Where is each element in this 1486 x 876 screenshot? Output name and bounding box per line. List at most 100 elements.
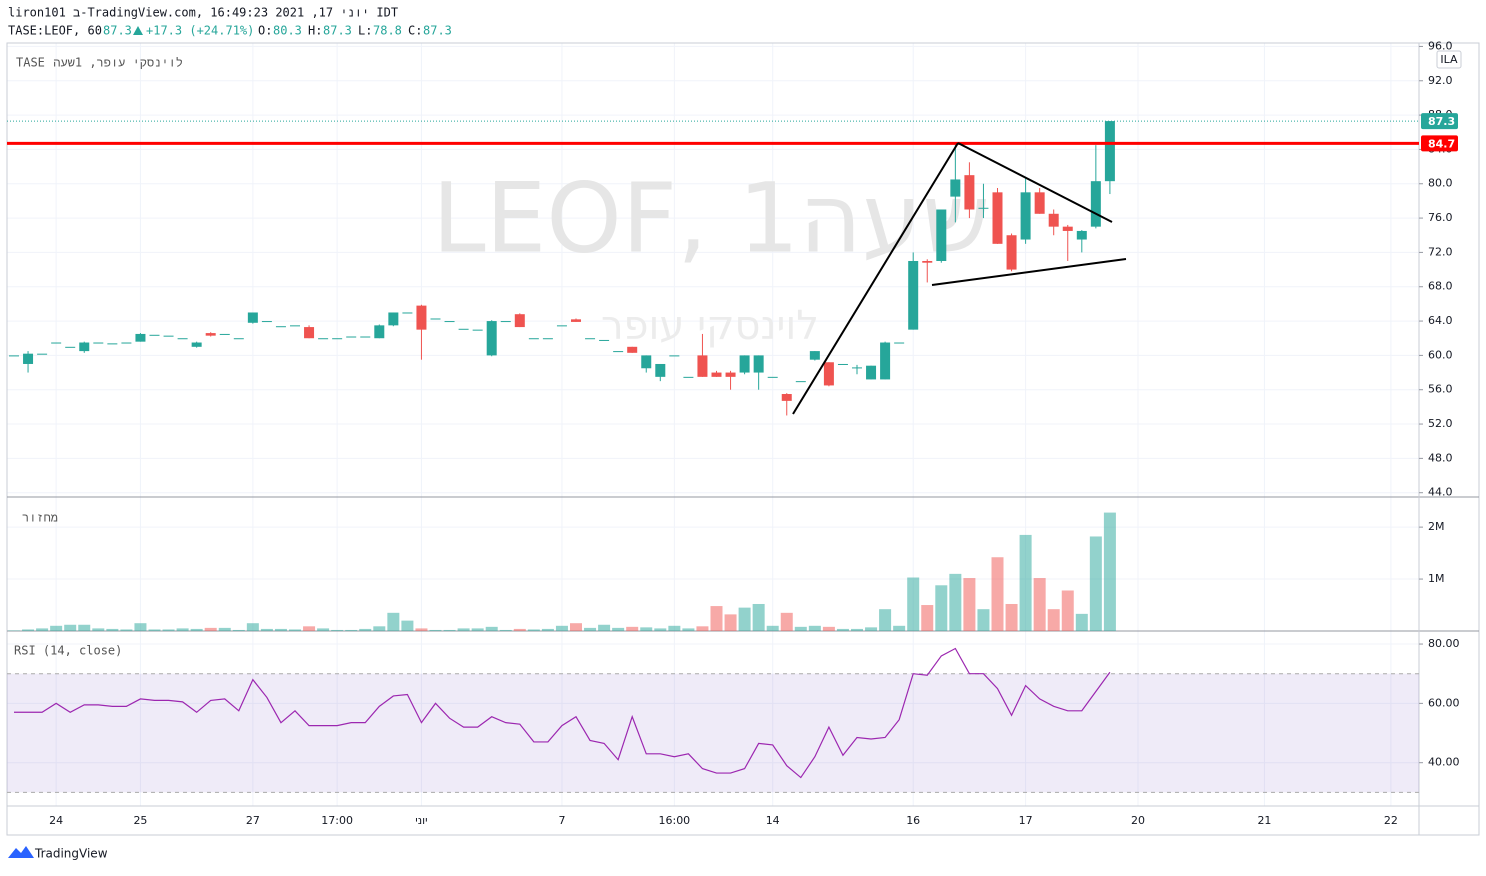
last-price: 87.3	[103, 24, 132, 38]
volume-bar	[1033, 578, 1046, 631]
volume-bar	[162, 629, 175, 631]
currency-box[interactable]	[1436, 50, 1462, 69]
price-badge-label: 84.7	[1428, 137, 1455, 150]
volume-bar	[373, 626, 386, 631]
x-tick-label: 14	[766, 814, 780, 827]
rsi-band	[7, 673, 1419, 793]
candle-body	[65, 346, 76, 348]
volume-bar	[752, 603, 765, 631]
x-tick-label: 20	[1131, 814, 1145, 827]
volume-bar	[289, 629, 301, 631]
volume-bar	[907, 577, 920, 631]
candle-body	[1006, 235, 1017, 270]
candle-body	[978, 207, 989, 209]
volume-bar	[359, 628, 372, 631]
candle-body	[613, 351, 624, 353]
volume-bar	[794, 626, 807, 631]
volume-bar	[148, 629, 161, 631]
drawings	[792, 142, 1127, 415]
volume-bar	[204, 627, 217, 631]
volume-bar	[541, 628, 554, 631]
volume-bar	[1005, 603, 1018, 631]
candle-body	[823, 362, 834, 386]
candle-body	[585, 338, 596, 340]
price-badge	[1421, 135, 1458, 152]
volume-bar	[668, 625, 681, 631]
candle-body	[936, 209, 947, 261]
ohlc-label: H:	[308, 24, 322, 38]
volume-bar	[64, 624, 77, 631]
x-tick-label: 22	[1384, 814, 1398, 827]
candle-body	[950, 179, 961, 197]
volume-bar	[36, 628, 49, 631]
volume-bar	[92, 628, 105, 631]
candle-body	[149, 334, 160, 336]
candle-body	[275, 326, 286, 328]
volume-bar	[401, 620, 414, 631]
candle-body	[360, 336, 371, 338]
currency[interactable]: ILA	[1440, 53, 1458, 66]
y-tick-label: 96.0	[1428, 39, 1453, 52]
y-tick-label: 68.0	[1428, 280, 1453, 293]
x-tick-label: יוני	[415, 814, 427, 827]
candle-body	[1034, 192, 1045, 214]
candle-body	[93, 342, 104, 344]
candle-body	[837, 363, 848, 365]
candle-body	[430, 318, 441, 320]
ohlc-label: O:	[258, 24, 272, 38]
y-tick-label: 48.0	[1428, 451, 1453, 464]
volume-bar	[738, 607, 751, 631]
ohlc-label: L:	[358, 24, 372, 38]
volume-bar	[485, 626, 498, 631]
grid	[7, 43, 1419, 806]
candle-body	[444, 321, 455, 323]
candle-body	[964, 175, 975, 210]
candle-body	[992, 192, 1003, 244]
volume-bar	[1047, 609, 1060, 631]
candle-body	[1048, 213, 1059, 227]
candle-body	[9, 355, 19, 357]
candle-body	[852, 367, 862, 369]
candle-body	[486, 321, 497, 356]
axes: 24 25 27 17:00 יוני 7 16:00 14 16 17 20 21 22 44.0 48.…	[49, 39, 1459, 827]
y-tick-label: 40.00	[1428, 756, 1460, 769]
candle-body	[739, 355, 750, 373]
volume-bar	[696, 626, 709, 631]
candle-body	[683, 376, 694, 378]
candle-body	[191, 342, 202, 347]
volume-bar	[513, 628, 526, 631]
candle-body	[528, 338, 539, 340]
volume-bar	[8, 630, 20, 631]
ohlc-value: 80.3	[273, 24, 302, 38]
volume-bar	[443, 629, 456, 631]
y-tick-label: 80.0	[1428, 177, 1453, 190]
ohlc-label: C:	[408, 24, 422, 38]
x-tick-label: 24	[49, 814, 63, 827]
pane-title: מחזור	[22, 511, 58, 525]
brand: TradingView	[34, 847, 108, 861]
candle-body	[1104, 121, 1115, 182]
candle-body	[1062, 226, 1073, 231]
rsi-line	[14, 647, 1111, 779]
volume-bar	[260, 628, 273, 631]
candle-body	[304, 327, 315, 339]
volume-bar	[232, 629, 245, 631]
candle-body	[107, 343, 118, 345]
volume-bar	[865, 627, 878, 631]
volume-bar	[415, 628, 428, 631]
volume-bar	[977, 609, 990, 631]
candle-body	[163, 335, 174, 337]
candle-body	[233, 338, 244, 340]
volume-bar	[991, 557, 1004, 631]
volume-bar	[921, 605, 934, 631]
volume-bar	[345, 629, 358, 631]
watermark-symbol: LEOF, 1שעה	[432, 162, 990, 274]
candle-body	[599, 339, 610, 341]
candle-body	[908, 260, 919, 330]
candle-body	[697, 355, 708, 377]
volume-bar	[682, 628, 695, 631]
candle-body	[1076, 230, 1087, 240]
candle-body	[346, 336, 357, 338]
